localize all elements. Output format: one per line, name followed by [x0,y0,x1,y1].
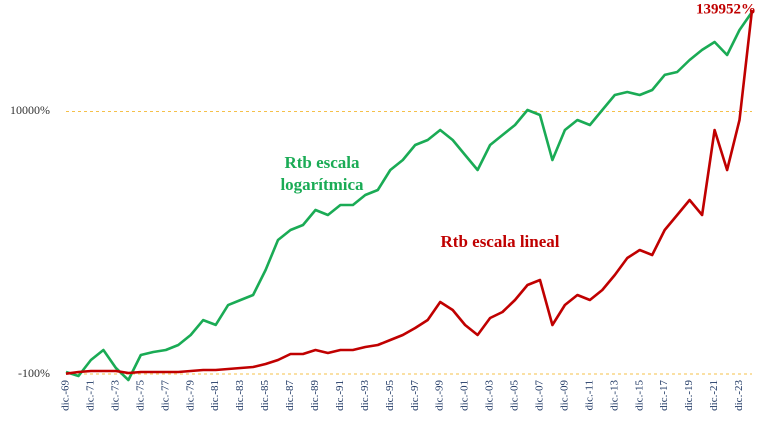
x-tick-label: dic.-75 [134,380,146,411]
x-tick-label: dic.-87 [284,380,296,411]
x-tick-label: dic.-95 [384,380,396,411]
x-tick-label: dic.-93 [359,380,371,411]
x-tick-label: dic.-07 [533,380,545,411]
series-line [65,11,754,382]
x-tick-label: dic.-03 [484,380,496,411]
series-label: Rtb escala logarítmica [280,153,364,194]
x-tick-label: dic.-13 [608,380,620,411]
x-tick-label: dic.-21 [708,380,720,411]
x-tick-label: dic.-85 [259,380,271,411]
x-tick-label: dic.-11 [583,380,595,410]
annotation: 139952% [696,1,756,17]
x-tick-label: dic.-17 [658,380,670,411]
x-tick-label: dic.-83 [234,380,246,411]
y-tick-label: 10000% [10,103,50,117]
x-tick-label: dic.-01 [459,380,471,411]
series-line [65,9,754,375]
x-tick-label: dic.-05 [509,380,521,411]
x-tick-label: dic.-15 [633,380,645,411]
series-label: Rtb escala lineal [440,232,560,251]
x-tick-label: dic.-99 [434,380,446,411]
x-tick-label: dic.-09 [558,380,570,411]
x-tick-label: dic.-77 [159,380,171,411]
x-tick-label: dic.-73 [109,380,121,411]
x-tick-label: dic.-81 [209,380,221,411]
x-tick-label: dic.-97 [409,380,421,411]
x-tick-label: dic.-23 [733,380,745,411]
x-tick-label: dic.-69 [60,380,72,411]
x-tick-label: dic.-79 [184,380,196,411]
x-tick-label: dic.-91 [334,380,346,411]
x-tick-label: dic.-89 [309,380,321,411]
x-tick-label: dic.-71 [84,380,96,411]
y-tick-label: -100% [18,366,50,380]
x-tick-label: dic.-19 [683,380,695,411]
